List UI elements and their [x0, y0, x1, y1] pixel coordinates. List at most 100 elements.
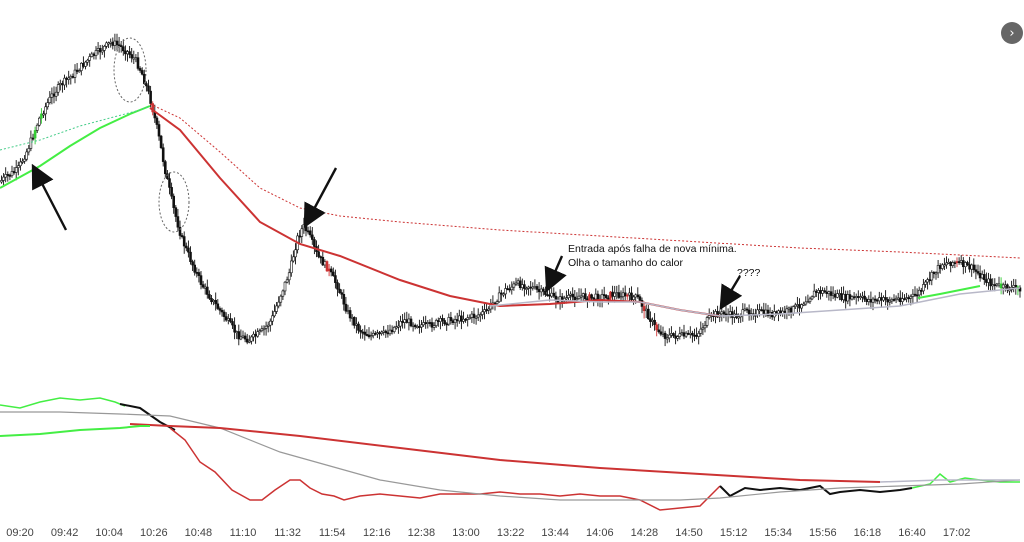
candle-body	[376, 332, 379, 335]
candle-body	[483, 309, 486, 313]
next-slide-button[interactable]: ›	[1001, 22, 1023, 44]
candle-body	[684, 332, 688, 337]
candle-body	[111, 41, 115, 46]
candle-body	[688, 332, 692, 335]
candle-body	[705, 317, 709, 326]
candle-body	[970, 264, 974, 270]
candle-body	[949, 261, 953, 266]
candle-body	[607, 297, 610, 300]
candle-body	[203, 286, 207, 289]
candle-body	[936, 265, 940, 274]
candle-body	[325, 261, 329, 272]
candle-body	[911, 293, 915, 297]
candle-body	[344, 303, 348, 312]
candle-body	[909, 296, 913, 299]
candle-body	[222, 311, 226, 317]
candle-body	[300, 228, 304, 237]
candle-body	[451, 320, 455, 323]
candle-body	[520, 284, 524, 288]
candle-body	[978, 272, 982, 279]
candle-body	[785, 308, 789, 314]
candle-body	[331, 271, 335, 276]
candle-body	[470, 313, 474, 318]
candle-body	[665, 337, 669, 340]
annotation-question: ????	[737, 267, 761, 279]
candle-body	[147, 85, 150, 92]
candle-body	[289, 260, 293, 274]
x-tick-label: 14:50	[675, 527, 703, 539]
candle-body	[854, 296, 858, 298]
candle-body	[548, 294, 551, 297]
annotations-layer: Entrada após falha de nova mínima. Olha …	[31, 37, 761, 311]
candle-body	[80, 62, 83, 71]
candle-body	[443, 320, 446, 325]
candle-body	[552, 292, 556, 297]
candle-body	[313, 239, 316, 247]
candle-body	[138, 68, 142, 71]
candle-body	[256, 331, 260, 337]
candle-body	[955, 261, 959, 264]
candle-body	[993, 284, 997, 287]
candle-body	[546, 294, 549, 297]
candle-body	[193, 264, 196, 273]
candle-body	[321, 256, 325, 266]
candle-body	[415, 326, 419, 328]
candle-body	[487, 308, 491, 311]
candle-body	[957, 261, 961, 264]
candle-body	[413, 324, 417, 328]
candle-body	[730, 311, 734, 318]
candle-body	[919, 289, 923, 292]
candle-body	[149, 90, 152, 104]
candle-body	[630, 292, 633, 300]
candle-body	[529, 286, 533, 289]
candle-body	[947, 261, 950, 264]
candle-body	[982, 274, 986, 280]
candle-body	[838, 293, 841, 295]
candle-body	[92, 53, 96, 56]
candle-body	[58, 83, 62, 85]
candle-body	[938, 265, 942, 269]
candle-body	[985, 279, 988, 283]
x-tick-label: 10:48	[185, 527, 213, 539]
candle-body	[573, 296, 577, 301]
candle-body	[810, 296, 814, 300]
candle-body	[56, 84, 60, 93]
candle-body	[14, 167, 18, 173]
candle-body	[968, 264, 971, 270]
candle-body	[0, 180, 3, 183]
candle-body	[432, 325, 436, 328]
candle-body	[455, 319, 459, 322]
candle-body	[917, 289, 921, 296]
candle-body	[959, 260, 963, 263]
x-tick-label: 15:34	[764, 527, 792, 539]
candle-body	[842, 293, 845, 301]
candle-body	[67, 77, 70, 80]
candle-body	[516, 280, 520, 284]
candle-body	[436, 320, 440, 322]
candle-body	[840, 293, 843, 301]
candle-body	[646, 308, 650, 320]
candle-body	[361, 331, 365, 334]
candle-body	[275, 305, 278, 312]
candle-body	[323, 261, 327, 266]
candle-body	[707, 315, 711, 318]
candle-body	[69, 76, 73, 79]
indicator-line	[169, 427, 721, 511]
candle-body	[21, 160, 24, 163]
candle-body	[476, 314, 480, 318]
candle-body	[155, 117, 159, 125]
candle-body	[40, 113, 43, 119]
candle-body	[453, 319, 457, 323]
candle-body	[796, 304, 799, 307]
candle-body	[94, 50, 98, 56]
candle-body	[649, 318, 652, 322]
candle-body	[634, 294, 638, 298]
candle-body	[565, 297, 568, 300]
candle-body	[667, 334, 671, 339]
candle-body	[428, 322, 432, 324]
candle-body	[999, 283, 1003, 289]
candle-body	[745, 308, 749, 311]
candle-body	[901, 298, 904, 302]
candle-body	[210, 298, 213, 303]
candle-body	[206, 286, 209, 295]
